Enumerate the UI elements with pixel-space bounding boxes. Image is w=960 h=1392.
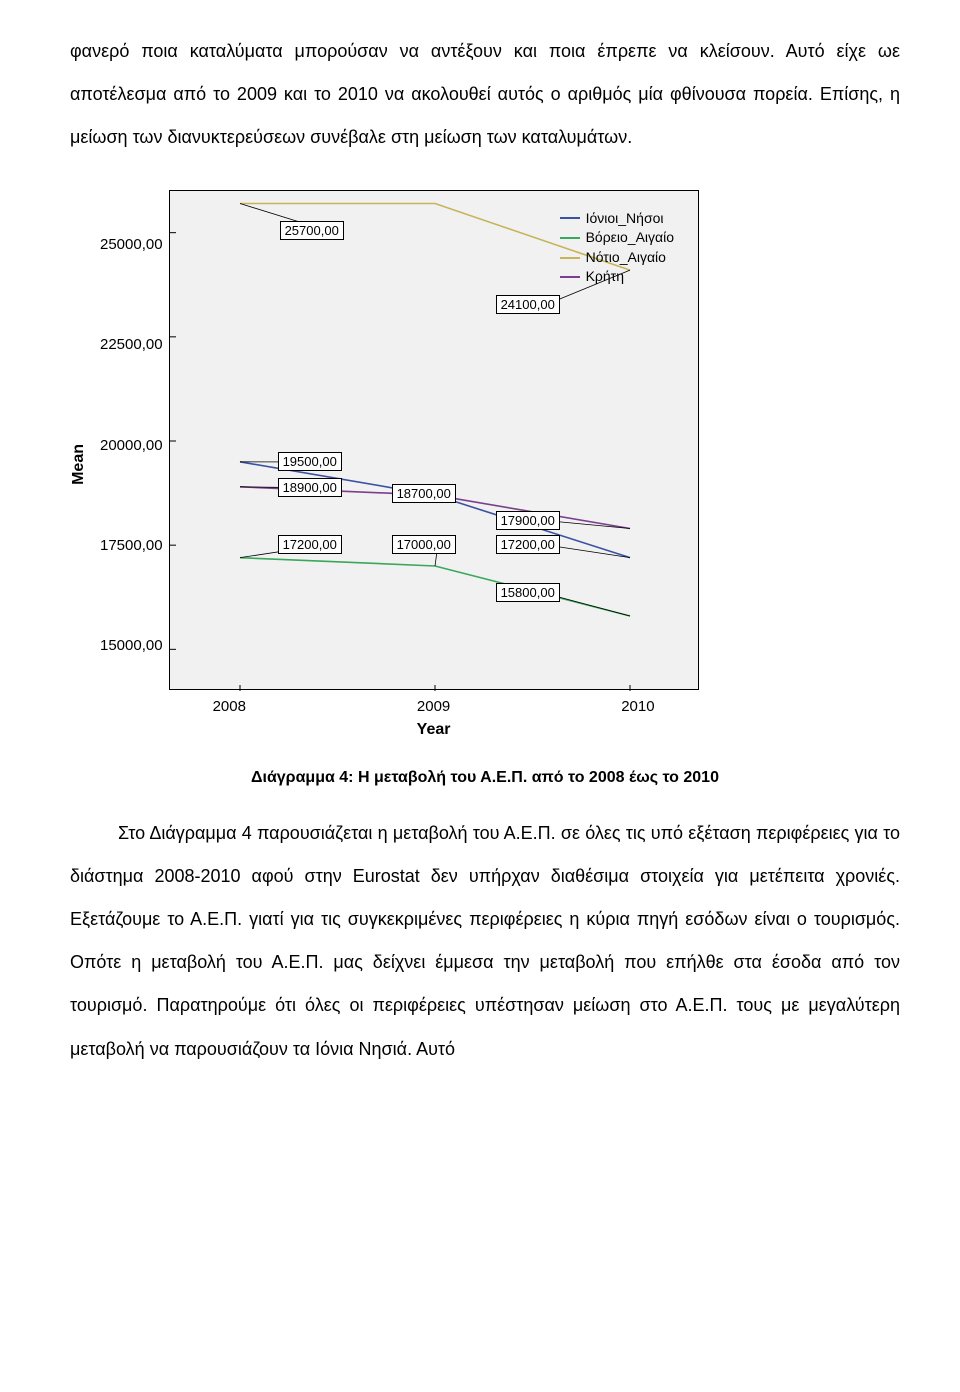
x-axis-label: Year	[169, 721, 699, 739]
datalabel-19500: 19500,00	[278, 452, 342, 472]
legend-swatch-icon	[560, 237, 580, 239]
chart-plot-area: 25700,00 24100,00 19500,00 18900,00 1870…	[169, 190, 699, 690]
legend-label: Νότιο_Αιγαίο	[586, 248, 666, 268]
xtick: 2009	[417, 698, 450, 715]
chart-figure: Mean 25000,00 22500,00 20000,00 17500,00…	[70, 190, 900, 739]
datalabel-17900: 17900,00	[496, 511, 560, 531]
datalabel-17000: 17000,00	[392, 535, 456, 555]
datalabel-25700: 25700,00	[280, 221, 344, 241]
legend-label: Ιόνιοι_Νήσοι	[586, 209, 664, 229]
ytick: 20000,00	[100, 437, 163, 454]
ytick: 17500,00	[100, 537, 163, 554]
datalabel-17200b: 17200,00	[496, 535, 560, 555]
legend-swatch-icon	[560, 276, 580, 278]
chart-legend: Ιόνιοι_Νήσοι Βόρειο_Αιγαίο Νότιο_Αιγαίο …	[560, 209, 674, 287]
x-axis-ticks: 2008 2009 2010	[169, 690, 699, 715]
legend-item: Κρήτη	[560, 267, 674, 287]
ytick: 15000,00	[100, 637, 163, 654]
legend-item: Νότιο_Αιγαίο	[560, 248, 674, 268]
analysis-paragraph: Στο Διάγραμμα 4 παρουσιάζεται η μεταβολή…	[70, 812, 900, 1071]
chart-caption: Διάγραμμα 4: Η μεταβολή του Α.Ε.Π. από τ…	[70, 769, 900, 787]
legend-swatch-icon	[560, 217, 580, 219]
datalabel-24100: 24100,00	[496, 295, 560, 315]
legend-label: Βόρειο_Αιγαίο	[586, 228, 674, 248]
intro-paragraph: φανερό ποια καταλύματα μπορούσαν να αντέ…	[70, 30, 900, 160]
y-axis-ticks: 25000,00 22500,00 20000,00 17500,00 1500…	[100, 214, 169, 714]
y-axis-label: Mean	[70, 444, 88, 485]
legend-label: Κρήτη	[586, 267, 624, 287]
datalabel-15800: 15800,00	[496, 583, 560, 603]
xtick: 2008	[213, 698, 246, 715]
xtick: 2010	[621, 698, 654, 715]
datalabel-18900: 18900,00	[278, 478, 342, 498]
datalabel-17200a: 17200,00	[278, 535, 342, 555]
legend-item: Ιόνιοι_Νήσοι	[560, 209, 674, 229]
ytick: 25000,00	[100, 236, 163, 253]
legend-swatch-icon	[560, 257, 580, 259]
ytick: 22500,00	[100, 336, 163, 353]
datalabel-18700: 18700,00	[392, 484, 456, 504]
legend-item: Βόρειο_Αιγαίο	[560, 228, 674, 248]
